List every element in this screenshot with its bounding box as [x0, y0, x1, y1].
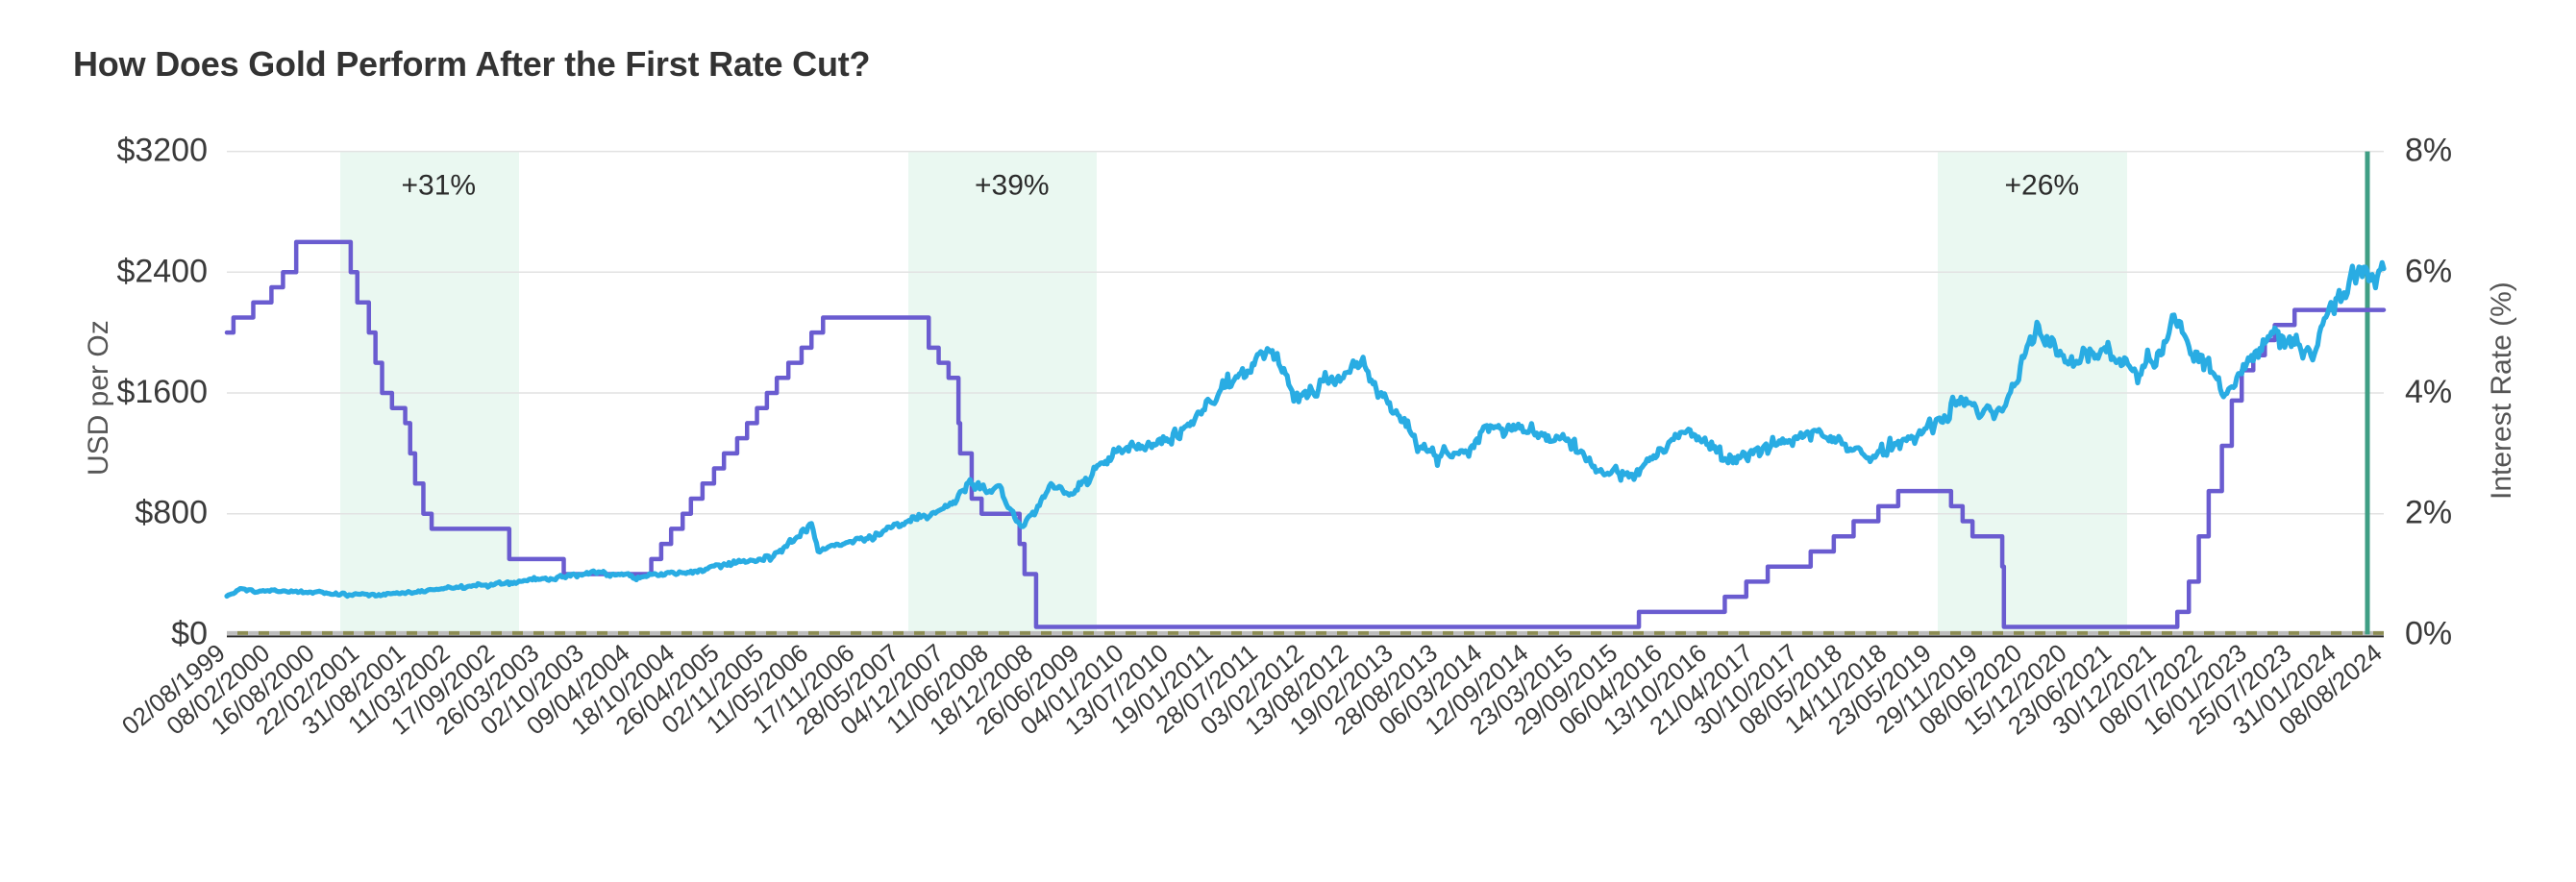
- svg-text:$1600: $1600: [116, 374, 208, 410]
- svg-text:$2400: $2400: [116, 253, 208, 289]
- svg-text:$800: $800: [135, 495, 208, 531]
- svg-text:0%: 0%: [2405, 615, 2452, 651]
- svg-text:2%: 2%: [2405, 495, 2452, 531]
- svg-text:$3200: $3200: [116, 133, 208, 169]
- svg-text:+31%: +31%: [402, 170, 477, 202]
- svg-text:4%: 4%: [2405, 374, 2452, 410]
- svg-text:6%: 6%: [2405, 253, 2452, 289]
- svg-text:+26%: +26%: [2005, 170, 2080, 202]
- svg-text:+39%: +39%: [975, 170, 1050, 202]
- svg-text:8%: 8%: [2405, 133, 2452, 169]
